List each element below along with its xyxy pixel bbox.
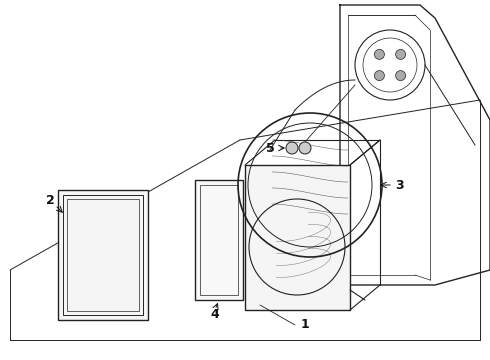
Circle shape — [395, 49, 406, 59]
Bar — [195, 180, 243, 300]
Text: 3: 3 — [396, 179, 404, 192]
Text: 2: 2 — [46, 194, 54, 207]
Bar — [67, 199, 139, 311]
Text: 1: 1 — [301, 319, 309, 332]
Circle shape — [299, 142, 311, 154]
Circle shape — [286, 142, 298, 154]
Circle shape — [374, 71, 384, 81]
Text: 4: 4 — [211, 309, 220, 321]
Circle shape — [374, 49, 384, 59]
Bar — [58, 190, 148, 320]
Text: 5: 5 — [266, 141, 274, 154]
Bar — [245, 165, 350, 310]
Bar — [200, 185, 238, 295]
Circle shape — [395, 71, 406, 81]
Bar — [63, 195, 143, 315]
